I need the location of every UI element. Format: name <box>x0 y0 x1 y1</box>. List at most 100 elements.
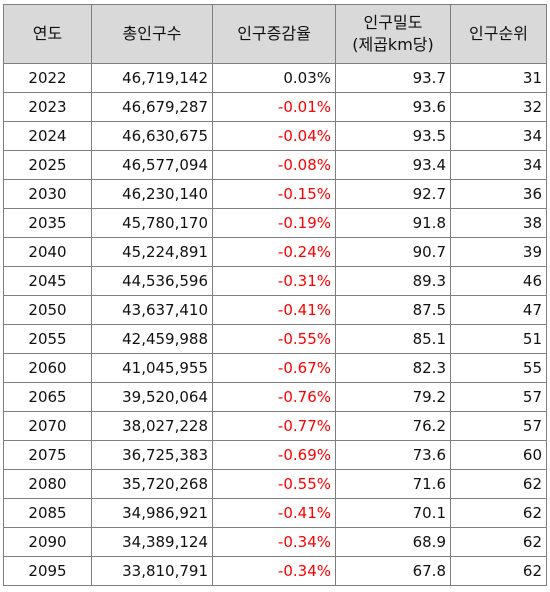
density-cell: 93.7 <box>335 63 451 93</box>
population-cell: 43,637,410 <box>91 295 213 325</box>
table-row: 2095 33,810,791 -0.34% 67.8 62 <box>3 556 547 586</box>
rank-cell: 38 <box>450 208 547 238</box>
table-row: 2070 38,027,228 -0.77% 76.2 57 <box>3 411 547 441</box>
year-cell: 2070 <box>3 411 92 441</box>
year-cell: 2022 <box>3 63 92 93</box>
population-cell: 34,986,921 <box>91 498 213 528</box>
growth-cell: -0.41% <box>212 498 336 528</box>
population-cell: 46,577,094 <box>91 150 213 180</box>
population-cell: 46,230,140 <box>91 179 213 209</box>
table-row: 2050 43,637,410 -0.41% 87.5 47 <box>3 295 547 325</box>
growth-cell: -0.76% <box>212 382 336 412</box>
table-row: 2030 46,230,140 -0.15% 92.7 36 <box>3 179 547 209</box>
header-year: 연도 <box>3 4 92 64</box>
growth-cell: -0.04% <box>212 121 336 151</box>
rank-cell: 34 <box>450 121 547 151</box>
rank-cell: 57 <box>450 382 547 412</box>
year-cell: 2055 <box>3 324 92 354</box>
population-cell: 39,520,064 <box>91 382 213 412</box>
rank-cell: 39 <box>450 237 547 267</box>
year-cell: 2035 <box>3 208 92 238</box>
table-row: 2025 46,577,094 -0.08% 93.4 34 <box>3 150 547 180</box>
table-row: 2045 44,536,596 -0.31% 89.3 46 <box>3 266 547 296</box>
year-cell: 2040 <box>3 237 92 267</box>
density-cell: 67.8 <box>335 556 451 586</box>
year-cell: 2075 <box>3 440 92 470</box>
growth-cell: -0.15% <box>212 179 336 209</box>
growth-cell: -0.08% <box>212 150 336 180</box>
growth-cell: -0.31% <box>212 266 336 296</box>
header-density-line2: (제곱km당) <box>352 35 434 54</box>
rank-cell: 46 <box>450 266 547 296</box>
year-cell: 2025 <box>3 150 92 180</box>
header-density-line1: 인구밀도 <box>363 13 423 32</box>
growth-cell: -0.24% <box>212 237 336 267</box>
density-cell: 90.7 <box>335 237 451 267</box>
population-cell: 35,720,268 <box>91 469 213 499</box>
density-cell: 68.9 <box>335 527 451 557</box>
growth-cell: -0.41% <box>212 295 336 325</box>
population-cell: 38,027,228 <box>91 411 213 441</box>
growth-cell: -0.19% <box>212 208 336 238</box>
growth-cell: -0.55% <box>212 324 336 354</box>
density-cell: 73.6 <box>335 440 451 470</box>
year-cell: 2080 <box>3 469 92 499</box>
density-cell: 79.2 <box>335 382 451 412</box>
population-cell: 45,224,891 <box>91 237 213 267</box>
year-cell: 2095 <box>3 556 92 586</box>
rank-cell: 62 <box>450 556 547 586</box>
population-cell: 46,719,142 <box>91 63 213 93</box>
density-cell: 71.6 <box>335 469 451 499</box>
density-cell: 93.4 <box>335 150 451 180</box>
header-row: 연도 총인구수 인구증감율 인구밀도 (제곱km당) 인구순위 <box>3 4 547 64</box>
density-cell: 92.7 <box>335 179 451 209</box>
rank-cell: 55 <box>450 353 547 383</box>
growth-cell: -0.77% <box>212 411 336 441</box>
growth-cell: -0.34% <box>212 556 336 586</box>
table-row: 2023 46,679,287 -0.01% 93.6 32 <box>3 92 547 122</box>
table-container: 연도 총인구수 인구증감율 인구밀도 (제곱km당) 인구순위 2022 46,7… <box>3 4 547 586</box>
table-row: 2040 45,224,891 -0.24% 90.7 39 <box>3 237 547 267</box>
density-cell: 93.6 <box>335 92 451 122</box>
year-cell: 2045 <box>3 266 92 296</box>
header-population: 총인구수 <box>91 4 213 64</box>
population-cell: 33,810,791 <box>91 556 213 586</box>
growth-cell: -0.55% <box>212 469 336 499</box>
population-cell: 41,045,955 <box>91 353 213 383</box>
population-cell: 36,725,383 <box>91 440 213 470</box>
table-row: 2075 36,725,383 -0.69% 73.6 60 <box>3 440 547 470</box>
year-cell: 2065 <box>3 382 92 412</box>
rank-cell: 31 <box>450 63 547 93</box>
year-cell: 2060 <box>3 353 92 383</box>
density-cell: 85.1 <box>335 324 451 354</box>
year-cell: 2024 <box>3 121 92 151</box>
table-row: 2080 35,720,268 -0.55% 71.6 62 <box>3 469 547 499</box>
rank-cell: 62 <box>450 469 547 499</box>
table-row: 2055 42,459,988 -0.55% 85.1 51 <box>3 324 547 354</box>
rank-cell: 32 <box>450 92 547 122</box>
table-row: 2090 34,389,124 -0.34% 68.9 62 <box>3 527 547 557</box>
header-rank: 인구순위 <box>450 4 547 64</box>
rank-cell: 47 <box>450 295 547 325</box>
table-row: 2060 41,045,955 -0.67% 82.3 55 <box>3 353 547 383</box>
rank-cell: 62 <box>450 527 547 557</box>
density-cell: 76.2 <box>335 411 451 441</box>
rank-cell: 62 <box>450 498 547 528</box>
density-cell: 93.5 <box>335 121 451 151</box>
growth-cell: -0.01% <box>212 92 336 122</box>
header-density: 인구밀도 (제곱km당) <box>335 4 451 64</box>
population-cell: 46,630,675 <box>91 121 213 151</box>
year-cell: 2090 <box>3 527 92 557</box>
table-body: 2022 46,719,142 0.03% 93.7 31 2023 46,679,287-… <box>3 63 547 586</box>
population-cell: 42,459,988 <box>91 324 213 354</box>
rank-cell: 36 <box>450 179 547 209</box>
table-row: 2065 39,520,064 -0.76% 79.2 57 <box>3 382 547 412</box>
density-cell: 91.8 <box>335 208 451 238</box>
growth-cell: 0.03% <box>212 63 336 93</box>
population-table: 연도 총인구수 인구증감율 인구밀도 (제곱km당) 인구순위 2022 46,7… <box>3 4 547 586</box>
year-cell: 2023 <box>3 92 92 122</box>
density-cell: 87.5 <box>335 295 451 325</box>
rank-cell: 57 <box>450 411 547 441</box>
year-cell: 2085 <box>3 498 92 528</box>
rank-cell: 60 <box>450 440 547 470</box>
